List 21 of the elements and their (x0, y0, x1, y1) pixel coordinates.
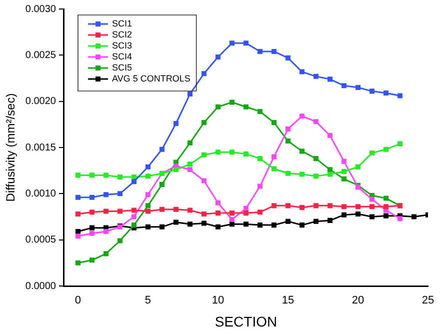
y-tick-label: 0.0020 (25, 96, 56, 108)
x-tick-label: 20 (352, 294, 364, 307)
x-tick-label: 15 (282, 294, 294, 307)
legend-label: SCI2 (112, 29, 132, 40)
y-tick-label: 0.0015 (25, 142, 56, 154)
y-tick-label: 0.0030 (25, 4, 56, 15)
legend-label: AVG 5 CONTROLS (112, 73, 190, 84)
y-axis-title: Diffusivity (mm²/sec) (4, 93, 18, 202)
x-axis-title: SECTION (214, 313, 278, 330)
x-tick-label: 25 (422, 294, 434, 307)
x-tick-label: 10 (212, 294, 224, 307)
y-tick-label: 0.0000 (25, 280, 56, 292)
y-tick-label: 0.0010 (25, 188, 56, 200)
x-tick-label: 5 (144, 294, 152, 307)
legend-label: SCI5 (112, 62, 132, 72)
x-tick-label: 0 (74, 294, 82, 307)
legend-label: SCI4 (112, 51, 132, 62)
legend-label: SCI1 (112, 18, 132, 28)
legend-label: SCI3 (112, 40, 132, 50)
y-tick-label: 0.0025 (25, 50, 56, 61)
y-tick-label: 0.0005 (25, 234, 56, 246)
